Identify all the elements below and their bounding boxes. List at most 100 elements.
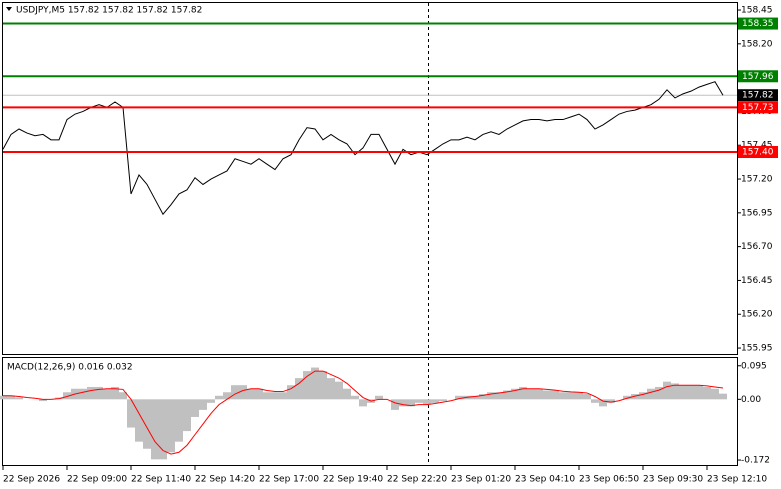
signal-line (3, 370, 724, 455)
y-tick-label: 157.45 (741, 141, 773, 151)
x-tick-label: 22 Sep 14:20 (195, 475, 255, 485)
x-tick-label: 22 Sep 09:00 (67, 475, 127, 485)
histogram-bar (687, 385, 695, 400)
histogram-bar (183, 399, 191, 432)
histogram-bar (647, 388, 655, 400)
histogram-bar (319, 371, 327, 400)
histogram-bar (543, 390, 551, 400)
histogram-bar (535, 388, 543, 400)
x-tick-label: 23 Sep 01:20 (451, 475, 511, 485)
histogram-bar (271, 392, 279, 400)
menu-triangle (6, 7, 12, 11)
y-tick-label: 156.45 (741, 276, 773, 286)
histogram-bar (671, 383, 679, 400)
price-panel (2, 2, 738, 355)
histogram-bar (151, 399, 159, 460)
x-tick-label: 23 Sep 09:30 (643, 475, 703, 485)
histogram-bar (167, 399, 175, 453)
histogram-bar (663, 381, 671, 400)
histogram-bar (95, 386, 103, 400)
y-tick-label: 156.95 (741, 208, 773, 218)
price-tag-label: 157.82 (742, 91, 774, 101)
histogram-bar (631, 394, 639, 400)
x-tick-label: 22 Sep 17:00 (259, 475, 319, 485)
histogram-bar (263, 392, 271, 400)
histogram-bar (215, 395, 223, 400)
histogram-bar (511, 388, 519, 400)
price-tag-label: 157.96 (742, 72, 774, 82)
histogram-bar (695, 385, 703, 400)
histogram-bar (103, 388, 111, 400)
histogram-bar (487, 392, 495, 400)
chart-title: USDJPY,M5 157.82 157.82 157.82 157.82 (16, 6, 202, 16)
histogram-bar (503, 390, 511, 400)
histogram-bar (327, 378, 335, 400)
x-tick-label: 22 Sep 2026 (3, 475, 60, 485)
histogram-bar (623, 395, 631, 400)
histogram-bar (527, 388, 535, 400)
histogram-bar (143, 399, 151, 449)
histogram-bar (719, 393, 727, 400)
histogram-bar (303, 371, 311, 400)
histogram-bar (599, 399, 607, 407)
histogram-bar (519, 386, 527, 400)
histogram-bar (359, 399, 367, 407)
histogram-bar (407, 399, 415, 407)
y-tick-label: 156.20 (741, 310, 773, 320)
price-tag (738, 101, 778, 114)
histogram-bar (375, 395, 383, 400)
histogram-bar (191, 399, 199, 417)
histogram-bar (0, 395, 7, 400)
y-tick-label: 158.45 (741, 6, 773, 16)
x-tick-label: 22 Sep 22:20 (387, 475, 447, 485)
histogram-bar (199, 399, 207, 410)
histogram-bar (431, 399, 439, 403)
macd-title: MACD(12,26,9) 0.016 0.032 (7, 363, 133, 373)
histogram-bar (591, 399, 599, 403)
histogram-bar (119, 392, 127, 400)
y-tick-label: 157.20 (741, 175, 773, 185)
histogram-bar (399, 399, 407, 407)
x-tick-label: 22 Sep 19:40 (323, 475, 383, 485)
x-tick-label: 23 Sep 06:50 (579, 475, 639, 485)
histogram-bar (423, 399, 431, 405)
histogram-bar (607, 399, 615, 403)
y-tick-label: 158.20 (741, 39, 773, 49)
y-tick-label: 156.70 (741, 242, 773, 252)
y-tick-label: -0.172 (741, 456, 770, 466)
macd-panel (2, 357, 738, 466)
histogram-bar (391, 399, 399, 410)
histogram-bar (311, 367, 319, 400)
price-tag-label: 157.73 (742, 103, 774, 113)
histogram-bar (87, 386, 95, 400)
histogram-bar (175, 399, 183, 442)
histogram-bar (207, 399, 215, 403)
histogram-bar (335, 381, 343, 400)
histogram-bar (439, 399, 447, 402)
histogram-bar (223, 392, 231, 400)
histogram-bar (111, 386, 119, 400)
histogram-bar (567, 392, 575, 400)
price-tag (738, 145, 778, 158)
histogram-bar (63, 392, 71, 400)
histogram-bar (255, 388, 263, 400)
price-tag (738, 89, 778, 102)
histogram-bar (471, 395, 479, 400)
histogram-bar (559, 392, 567, 400)
histogram-bar (455, 395, 463, 400)
price-tag-label: 157.40 (742, 147, 774, 157)
histogram-bar (39, 399, 47, 402)
histogram-bar (655, 386, 663, 400)
histogram-bar (295, 378, 303, 400)
histogram-bar (279, 392, 287, 400)
histogram-bar (583, 394, 591, 400)
histogram-bar (639, 392, 647, 400)
histogram-bar (135, 399, 143, 442)
histogram-bar (479, 394, 487, 400)
histogram-bar (575, 392, 583, 400)
histogram-bar (287, 385, 295, 400)
histogram-bar (127, 399, 135, 428)
y-tick-label: 0.095 (741, 361, 767, 371)
histogram-bar (351, 395, 359, 400)
